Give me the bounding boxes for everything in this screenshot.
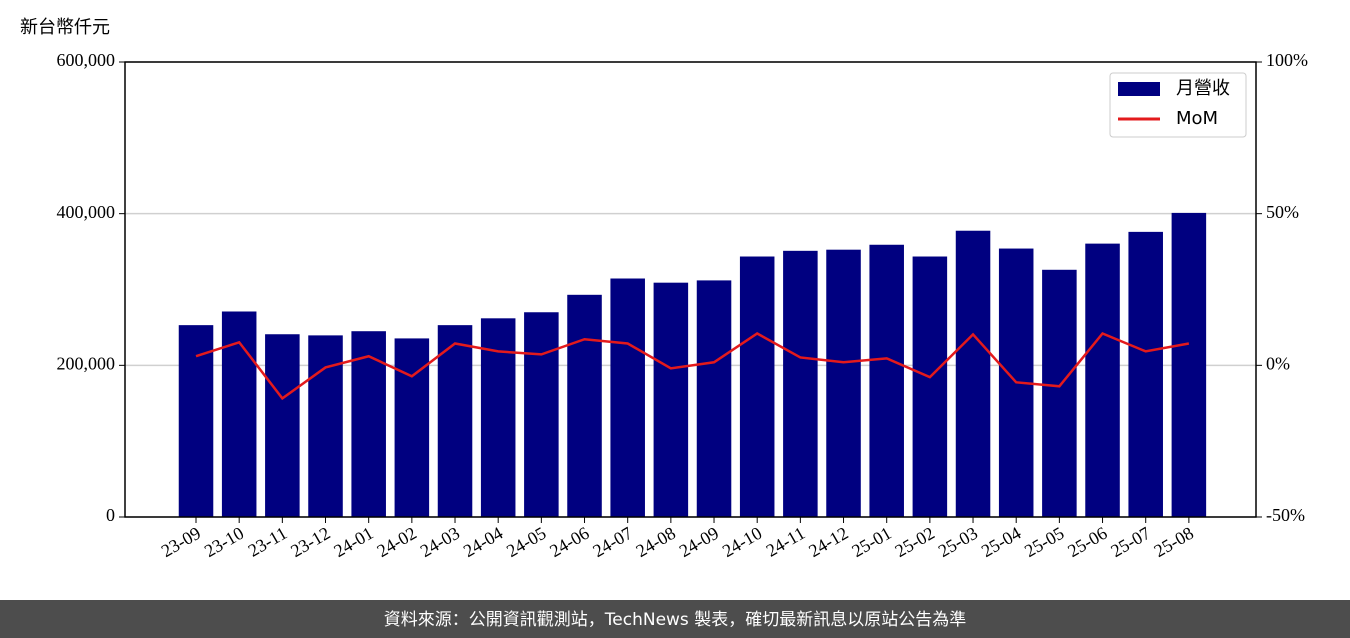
x-tick-label: 24-06 — [546, 523, 592, 561]
bar — [869, 244, 904, 517]
legend-swatch — [1118, 82, 1160, 96]
x-tick-label: 24-09 — [676, 523, 722, 561]
y-axis-label: 新台幣仟元 — [20, 17, 110, 38]
x-tick-label: 24-10 — [719, 523, 765, 561]
y2-tick-label: 0% — [1266, 353, 1290, 373]
legend-label: MoM — [1176, 108, 1218, 129]
x-tick-label: 25-06 — [1064, 523, 1110, 561]
x-tick-label: 23-11 — [245, 523, 291, 561]
x-tick-label: 24-04 — [460, 523, 506, 561]
y2-tick-label: -50% — [1266, 505, 1305, 525]
bar — [524, 312, 559, 517]
x-tick-label: 24-02 — [374, 523, 420, 561]
bar — [955, 230, 991, 517]
x-tick-label: 25-07 — [1107, 523, 1153, 561]
bar — [912, 256, 948, 517]
bar — [308, 335, 343, 517]
x-tick-label: 23-12 — [287, 523, 333, 561]
x-tick-label: 23-09 — [158, 523, 204, 561]
legend-label: 月營收 — [1176, 78, 1230, 99]
x-tick-label: 24-03 — [417, 523, 463, 561]
bar — [610, 278, 645, 517]
x-tick-label: 24-12 — [805, 523, 851, 561]
x-tick-label: 23-10 — [201, 523, 247, 561]
y2-tick-label: 50% — [1266, 202, 1299, 222]
bar — [394, 338, 430, 517]
x-tick-label: 24-05 — [503, 523, 549, 561]
bar — [1085, 243, 1120, 517]
y-tick-label: 0 — [106, 505, 115, 525]
x-tick-label: 25-01 — [848, 523, 894, 561]
bar — [265, 334, 300, 517]
bar — [178, 325, 214, 517]
bar — [1171, 212, 1207, 518]
bar — [437, 325, 473, 517]
bar — [696, 280, 732, 517]
bar — [739, 256, 775, 517]
y2-tick-label: 100% — [1266, 50, 1308, 70]
x-tick-label: 25-08 — [1151, 523, 1197, 561]
bar — [1128, 231, 1163, 517]
bar — [826, 249, 861, 517]
x-tick-label: 24-08 — [633, 523, 679, 561]
bar — [1042, 269, 1077, 517]
footer-band — [0, 600, 1350, 638]
bar — [653, 282, 689, 517]
footer-text: 資料來源：公開資訊觀測站，TechNews 製表，確切最新訊息以原站公告為準 — [384, 610, 966, 630]
x-tick-label: 25-04 — [978, 523, 1024, 561]
bar — [567, 294, 602, 517]
x-tick-label: 25-02 — [892, 523, 938, 561]
x-tick-label: 25-05 — [1021, 523, 1067, 561]
bar — [783, 250, 818, 517]
x-tick-label: 24-11 — [763, 523, 809, 561]
plot-frame — [124, 61, 1257, 518]
x-tick-label: 24-01 — [330, 523, 376, 561]
y-tick-label: 400,000 — [57, 202, 116, 222]
line — [195, 331, 1190, 401]
y-tick-label: 200,000 — [57, 353, 116, 373]
x-tick-label: 24-07 — [589, 523, 635, 561]
x-tick-label: 25-03 — [935, 523, 981, 561]
y-tick-label: 600,000 — [57, 50, 116, 70]
